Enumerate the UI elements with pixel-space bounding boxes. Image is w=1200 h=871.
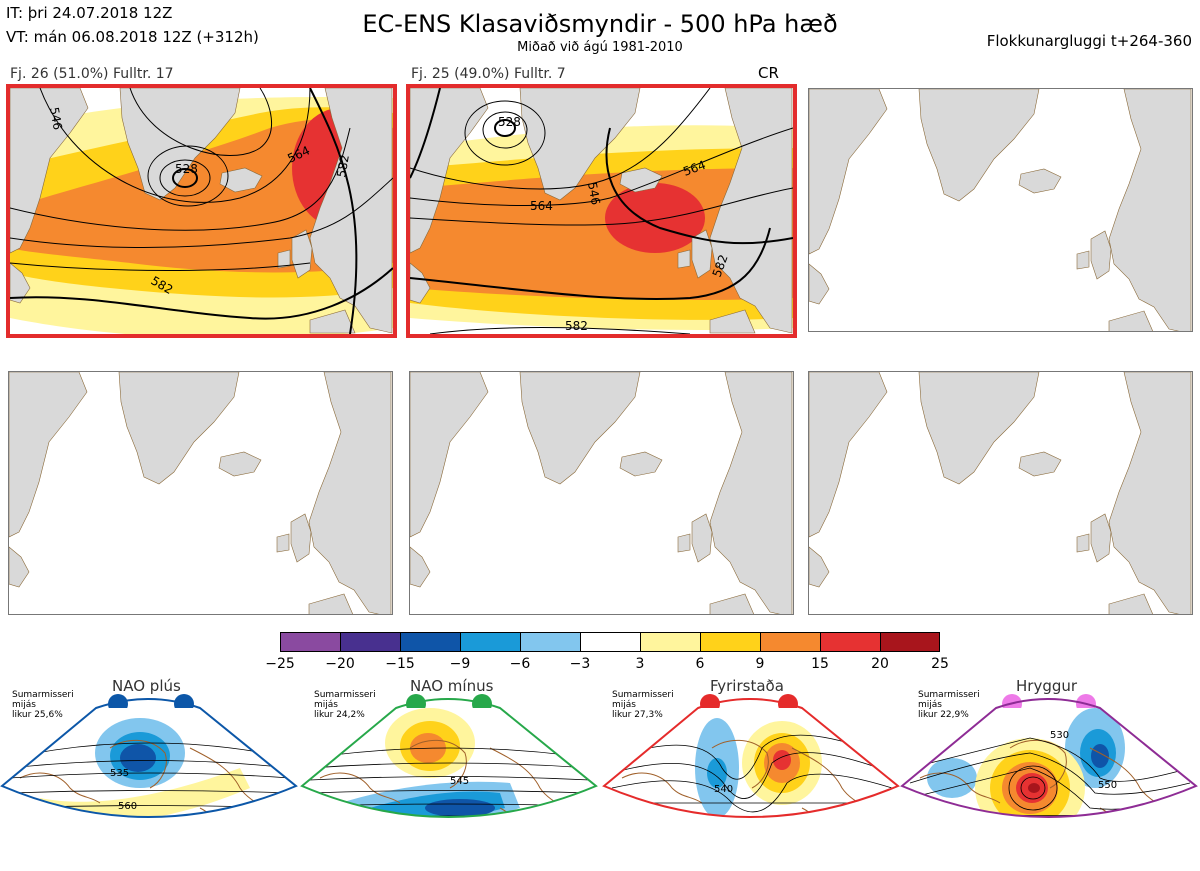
colorbar-segment: [820, 632, 880, 652]
colorbar-tick-label: 3: [635, 656, 645, 672]
contour-label: 546: [47, 106, 65, 131]
representative-tag: CR: [758, 64, 779, 82]
svg-text:575: 575: [1090, 835, 1109, 846]
colorbar-segment: [460, 632, 520, 652]
contour-label: 582: [565, 319, 588, 333]
svg-text:535: 535: [110, 768, 129, 779]
colorbar-tick-label: 15: [811, 656, 829, 672]
svg-text:575: 575: [446, 848, 465, 859]
empty-map: [9, 372, 392, 614]
cluster-map-2: 528 564 546 582 582 564: [410, 88, 793, 334]
empty-map: [809, 372, 1192, 614]
colorbar-tick-label: −15: [385, 656, 415, 672]
colorbar-segment: [700, 632, 760, 652]
page-subtitle: Miðað við ágú 1981-2010: [517, 40, 683, 55]
colorbar-segment: [340, 632, 400, 652]
svg-text:575: 575: [738, 836, 757, 847]
classification-window: Flokkunargluggi t+264-360: [986, 32, 1192, 50]
cluster-panel-4[interactable]: [8, 371, 393, 615]
regime-blocking-map: 540 560 575: [602, 698, 900, 847]
svg-text:550: 550: [1098, 780, 1117, 791]
regime-ridge-info: Sumarmisseri mijás likur 22,9%: [918, 690, 980, 720]
colorbar-tick-label: 20: [871, 656, 889, 672]
colorbar-segment: [520, 632, 580, 652]
regime-nao-plus-map: 535 560: [0, 698, 298, 818]
page-title: EC-ENS Klasaviðsmyndir - 500 hPa hæð: [362, 10, 838, 38]
cluster-map-1: 528 564 582 546 582: [10, 88, 393, 334]
empty-map: [410, 372, 793, 614]
cluster-panel-3[interactable]: [808, 88, 1193, 332]
contour-label: 564: [530, 199, 553, 213]
svg-text:560: 560: [436, 818, 455, 829]
contour-label: 582: [334, 154, 352, 179]
regime-nao-minus-info: Sumarmisseri mijás likur 24,2%: [314, 690, 376, 720]
colorbar-segment: [400, 632, 460, 652]
regime-ridge-map: 530 550 575: [900, 698, 1198, 846]
panel-2-label: Fj. 25 (49.0%) Fulltr. 7: [411, 66, 566, 82]
regime-ridge-border: [900, 698, 1198, 818]
empty-map: [809, 89, 1192, 331]
regime-ridge-title: Hryggur: [1016, 677, 1078, 695]
colorbar-tick-label: −25: [265, 656, 295, 672]
colorbar-segment: [760, 632, 820, 652]
regime-nao-plus-title: NAO plús: [112, 677, 181, 695]
colorbar-segment: [640, 632, 700, 652]
colorbar-tick-label: −20: [325, 656, 355, 672]
svg-text:545: 545: [450, 776, 469, 787]
regime-nao-minus-map: 545 560 575: [300, 698, 598, 859]
panel-1-label: Fj. 26 (51.0%) Fulltr. 17: [10, 66, 174, 82]
colorbar-segment: [580, 632, 640, 652]
colorbar-tick-label: 25: [931, 656, 949, 672]
svg-text:560: 560: [118, 801, 137, 812]
cluster-panel-1[interactable]: 528 564 582 546 582: [6, 84, 397, 338]
colorbar-segment: [880, 632, 940, 652]
cluster-panel-2[interactable]: 528 564 546 582 582 564: [406, 84, 797, 338]
valid-time: VT: mán 06.08.2018 12Z (+312h): [6, 28, 259, 46]
svg-text:530: 530: [1050, 730, 1069, 741]
cluster-panel-5[interactable]: [409, 371, 794, 615]
regime-nao-minus-border: [300, 698, 598, 818]
colorbar-segment: [280, 632, 340, 652]
regime-nao-plus-border: [0, 698, 298, 818]
regime-blocking-title: Fyrirstaða: [710, 677, 784, 695]
svg-text:540: 540: [714, 784, 733, 795]
regime-nao-minus-title: NAO mínus: [410, 677, 494, 695]
regime-blocking-info: Sumarmisseri mijás likur 27,3%: [612, 690, 674, 720]
contour-label: 528: [498, 115, 521, 129]
colorbar-tick-label: −3: [569, 656, 591, 672]
contour-label: 546: [585, 181, 603, 206]
colorbar-tick-label: 9: [755, 656, 765, 672]
init-time: IT: þri 24.07.2018 12Z: [6, 4, 173, 22]
regime-nao-plus-info: Sumarmisseri mijás likur 25,6%: [12, 690, 74, 720]
colorbar-tick-label: −6: [509, 656, 531, 672]
regime-blocking-border: [602, 698, 900, 818]
cluster-panel-6[interactable]: [808, 371, 1193, 615]
colorbar-tick-label: 6: [695, 656, 705, 672]
contour-label: 528: [175, 162, 198, 176]
colorbar-tick-label: −9: [449, 656, 471, 672]
